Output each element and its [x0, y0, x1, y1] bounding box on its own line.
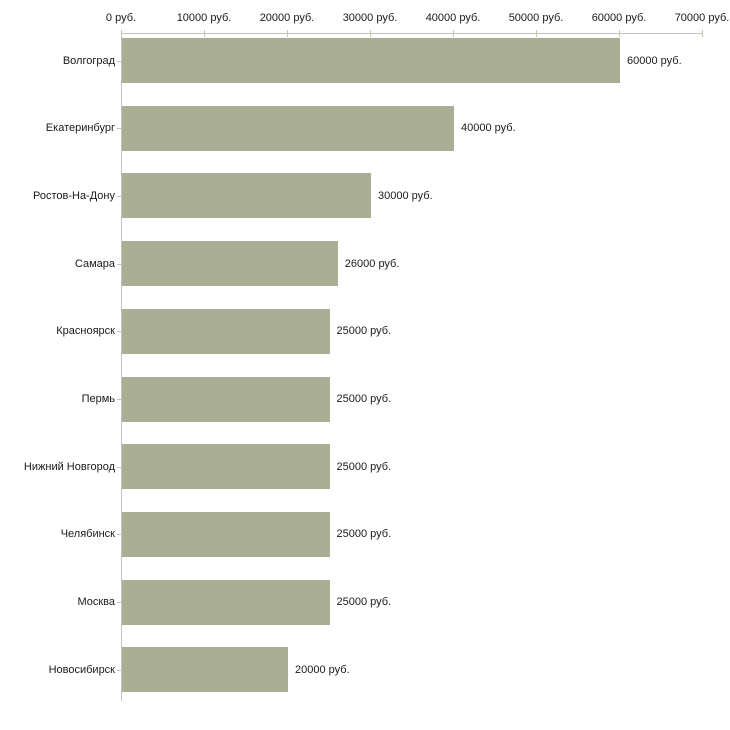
category-label: Пермь — [81, 393, 115, 405]
bar — [122, 579, 330, 625]
x-tick-label: 70000 руб. — [674, 12, 730, 24]
x-tick-label: 10000 руб. — [176, 12, 232, 24]
value-label: 25000 руб. — [336, 596, 392, 609]
x-tick-mark — [121, 30, 122, 37]
x-tick-label: 60000 руб. — [591, 12, 647, 24]
x-tick-label: 30000 руб. — [342, 12, 398, 24]
x-tick-mark — [287, 30, 288, 37]
y-tick-mark — [117, 196, 121, 197]
value-label: 25000 руб. — [336, 325, 392, 338]
y-tick-mark — [117, 331, 121, 332]
bar — [122, 38, 620, 83]
x-tick-mark — [536, 30, 537, 37]
bar — [122, 173, 371, 219]
y-tick-mark — [117, 670, 121, 671]
x-tick-label: 20000 руб. — [259, 12, 315, 24]
x-tick-mark — [453, 30, 454, 37]
value-label: 25000 руб. — [336, 460, 392, 473]
value-label: 26000 руб. — [344, 257, 400, 270]
x-tick-label: 40000 руб. — [425, 12, 481, 24]
y-tick-mark — [117, 399, 121, 400]
y-tick-mark — [117, 467, 121, 468]
x-tick-mark — [204, 30, 205, 37]
value-label: 30000 руб. — [378, 189, 433, 202]
value-label: 40000 руб. — [461, 122, 516, 135]
y-tick-mark — [117, 61, 121, 62]
value-label: 25000 руб. — [336, 393, 392, 405]
value-label: 60000 руб. — [627, 54, 682, 67]
y-tick-mark — [117, 264, 121, 265]
category-label: Новосибирск — [48, 663, 115, 676]
bar — [122, 308, 330, 354]
category-label: Волгоград — [62, 54, 115, 67]
category-label: Нижний Новгород — [23, 460, 115, 473]
y-axis-line — [121, 33, 122, 701]
y-tick-mark — [117, 602, 121, 603]
x-tick-mark — [370, 30, 371, 37]
category-label: Екатеринбург — [45, 122, 115, 135]
category-label: Самара — [74, 257, 115, 270]
bar — [122, 105, 454, 151]
category-label: Красноярск — [56, 325, 115, 338]
category-label: Ростов-На-Дону — [32, 189, 115, 202]
category-label: Челябинск — [60, 528, 115, 541]
category-label: Москва — [77, 596, 115, 609]
y-tick-mark — [117, 128, 121, 129]
x-tick-label: 50000 руб. — [508, 12, 564, 24]
bar — [122, 241, 338, 287]
bar — [122, 376, 330, 422]
x-axis-line — [121, 33, 702, 34]
x-tick-mark — [702, 30, 703, 37]
bar — [122, 444, 330, 490]
x-tick-mark — [619, 30, 620, 37]
x-tick-label: 0 руб. — [105, 12, 137, 24]
bar — [122, 647, 288, 693]
value-label: 20000 руб. — [295, 663, 350, 676]
y-tick-mark — [117, 534, 121, 535]
bar — [122, 511, 330, 557]
value-label: 25000 руб. — [336, 528, 392, 541]
